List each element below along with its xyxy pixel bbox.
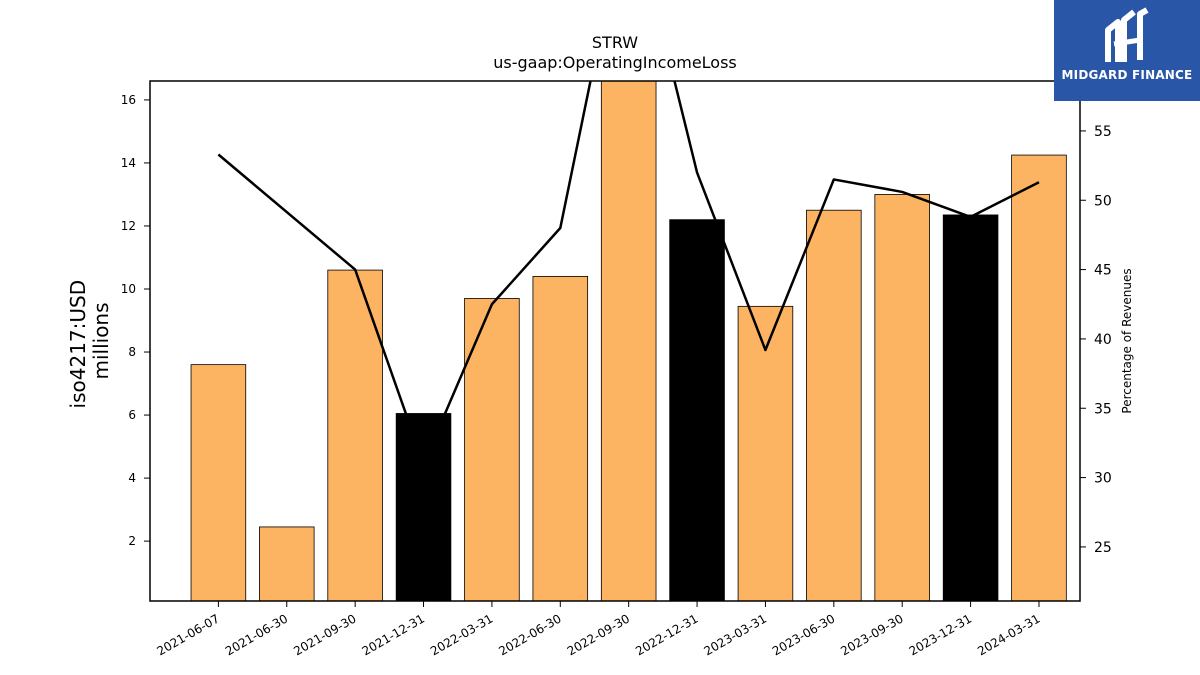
y-tick-label: 2 [128,534,136,548]
y2-tick-label: 35 [1094,401,1112,417]
bar [464,298,520,601]
x-tick-label: 2021-12-31 [360,611,427,658]
y2-axis-label: Percentage of Revenues [1120,268,1134,413]
y2-tick-label: 40 [1094,332,1112,348]
x-tick-label: 2023-03-31 [702,611,769,658]
bar [259,526,315,601]
y2-tick-label: 30 [1094,471,1112,487]
bar [874,194,930,601]
bar [532,275,589,601]
x-tick-label: 2022-03-31 [428,611,495,658]
y-tick-label: 12 [121,219,136,233]
y2-tick-label: 45 [1094,263,1112,279]
bar [1011,154,1067,601]
bar [395,413,452,601]
x-tick-label: 2022-09-30 [565,611,632,658]
series-line [217,81,1040,465]
midgard-logo-icon [1105,7,1149,62]
y2-tick-label: 25 [1094,540,1112,556]
chart-subtitle: us-gaap:OperatingIncomeLoss [493,53,737,72]
x-tick-label: 2023-09-30 [838,611,905,658]
brand-logo: MIDGARD FINANCE [1054,0,1200,101]
logo-text: MIDGARD FINANCE [1061,68,1193,82]
y-axis-label: iso4217:USD millions [66,274,113,409]
bar [669,219,725,601]
y2-tick-label: 50 [1094,193,1112,209]
x-tick-label: 2021-06-07 [154,611,221,658]
x-tick-label: 2024-03-31 [975,611,1042,658]
y-tick-label: 14 [121,156,136,170]
bar [327,269,383,601]
plot-frame [149,80,1081,602]
x-tick-label: 2022-12-31 [633,611,700,658]
bar [806,209,862,601]
x-tick-label: 2023-12-31 [907,611,974,658]
chart-title: STRW [592,33,638,52]
x-tick-label: 2021-09-30 [291,611,358,658]
y2-tick-label: 55 [1094,124,1112,140]
y-tick-label: 6 [128,408,136,422]
x-tick-label: 2021-06-30 [223,611,290,658]
y-tick-label: 4 [128,471,136,485]
bar [942,214,999,601]
bar [600,81,657,601]
x-tick-label: 2022-06-30 [496,611,563,658]
y-tick-label: 10 [121,282,136,296]
y-tick-label: 16 [121,93,136,107]
bar [190,364,247,601]
x-tick-label: 2023-06-30 [770,611,837,658]
y-tick-label: 8 [128,345,136,359]
bar [737,305,794,601]
